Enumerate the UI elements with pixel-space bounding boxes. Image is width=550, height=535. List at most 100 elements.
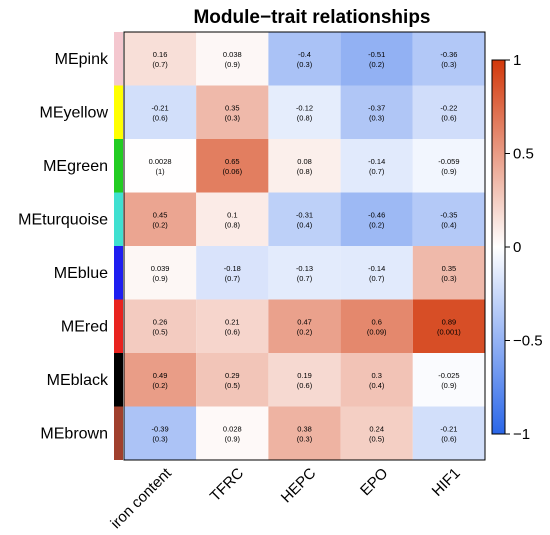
- cell-correlation-label: 0.038: [223, 50, 242, 59]
- heatmap-cell: [196, 32, 269, 86]
- cell-pvalue-label: (0.3): [297, 60, 313, 69]
- module-color-strip: [114, 246, 123, 300]
- heatmap-cell: [412, 299, 485, 353]
- colorbar-tick-label: −1: [513, 426, 530, 443]
- heatmap-cell: [268, 85, 341, 139]
- cell-correlation-label: -0.12: [296, 103, 313, 112]
- cell-pvalue-label: (0.6): [441, 434, 457, 443]
- cell-pvalue-label: (0.09): [367, 327, 387, 336]
- heatmap-cell: [268, 32, 341, 86]
- heatmap-cell: [412, 246, 485, 300]
- heatmap-cell: [268, 353, 341, 407]
- cell-pvalue-label: (0.8): [225, 220, 241, 229]
- cell-pvalue-label: (0.2): [369, 60, 385, 69]
- module-color-strip: [114, 85, 123, 139]
- heatmap-cell: [196, 406, 269, 460]
- module-color-strip: [114, 192, 123, 246]
- module-color-strips: [114, 32, 123, 460]
- heatmap-cell: [196, 299, 269, 353]
- heatmap-cell: [124, 299, 197, 353]
- heatmap-cell: [268, 246, 341, 300]
- cell-correlation-label: -0.46: [368, 210, 385, 219]
- cell-correlation-label: -0.21: [440, 424, 457, 433]
- module-color-strip: [114, 406, 123, 460]
- cell-correlation-label: -0.39: [152, 424, 169, 433]
- heatmap-cell: [268, 299, 341, 353]
- cell-pvalue-label: (0.7): [369, 274, 385, 283]
- cell-correlation-label: 0.26: [153, 317, 168, 326]
- cell-correlation-label: 0.29: [225, 371, 240, 380]
- cell-pvalue-label: (0.9): [152, 274, 168, 283]
- row-label: MEturquoise: [18, 211, 108, 228]
- heatmap-cell: [124, 406, 197, 460]
- heatmap-cell: [340, 406, 413, 460]
- heatmap-cell: [412, 85, 485, 139]
- cell-correlation-label: -0.4: [298, 50, 311, 59]
- cell-correlation-label: 0.65: [225, 157, 240, 166]
- cell-pvalue-label: (0.3): [369, 113, 385, 122]
- cell-pvalue-label: (0.9): [441, 381, 457, 390]
- cell-correlation-label: -0.36: [440, 50, 457, 59]
- heatmap-cell: [196, 353, 269, 407]
- heatmap-cell: [340, 139, 413, 193]
- cell-correlation-label: -0.51: [368, 50, 385, 59]
- cell-pvalue-label: (0.4): [369, 381, 385, 390]
- cell-pvalue-label: (0.7): [297, 274, 313, 283]
- heatmap-cell: [268, 192, 341, 246]
- column-label: HEPC: [278, 465, 320, 507]
- heatmap-cell: [124, 246, 197, 300]
- heatmap-cell: [340, 353, 413, 407]
- cell-correlation-label: -0.14: [368, 157, 385, 166]
- cell-pvalue-label: (0.6): [297, 381, 313, 390]
- cell-correlation-label: 0.35: [225, 103, 240, 112]
- heatmap-cell: [340, 192, 413, 246]
- colorbar-tick-label: 1: [513, 52, 521, 69]
- cell-pvalue-label: (0.9): [225, 60, 241, 69]
- heatmap-cell: [412, 32, 485, 86]
- cell-pvalue-label: (0.7): [225, 274, 241, 283]
- cell-pvalue-label: (0.4): [441, 220, 457, 229]
- module-color-strip: [114, 139, 123, 193]
- cell-correlation-label: 0.24: [369, 424, 384, 433]
- cell-correlation-label: 0.35: [442, 264, 457, 273]
- cell-pvalue-label: (0.001): [437, 327, 461, 336]
- cell-correlation-label: 0.16: [153, 50, 168, 59]
- cell-pvalue-label: (0.2): [297, 327, 313, 336]
- cell-correlation-label: 0.38: [297, 424, 312, 433]
- row-label: MEblack: [47, 372, 109, 389]
- heatmap-border: [123, 31, 486, 461]
- column-label: HIF1: [429, 465, 464, 500]
- colorbar-tick-label: −0.5: [513, 333, 543, 350]
- cell-pvalue-label: (0.8): [297, 167, 313, 176]
- cell-pvalue-label: (0.7): [369, 167, 385, 176]
- colorbar-ticks: 1 0.5 0 −0.5 −1: [505, 52, 543, 443]
- module-color-strip: [114, 299, 123, 353]
- cell-correlation-label: 0.0028: [149, 157, 172, 166]
- cell-correlation-label: -0.35: [440, 210, 457, 219]
- cell-pvalue-label: (0.9): [441, 167, 457, 176]
- cell-correlation-label: 0.45: [153, 210, 168, 219]
- cell-pvalue-label: (0.5): [152, 327, 168, 336]
- cell-correlation-label: 0.1: [227, 210, 237, 219]
- cell-correlation-label: 0.039: [151, 264, 170, 273]
- heatmap-cell: [412, 406, 485, 460]
- cell-correlation-label: 0.028: [223, 424, 242, 433]
- cell-pvalue-label: (0.2): [369, 220, 385, 229]
- cell-correlation-label: -0.22: [440, 103, 457, 112]
- heatmap-cell: [340, 32, 413, 86]
- cell-correlation-label: 0.89: [442, 317, 457, 326]
- cell-pvalue-label: (0.5): [225, 381, 241, 390]
- cell-correlation-label: 0.08: [297, 157, 312, 166]
- heatmap-cell: [340, 299, 413, 353]
- cell-correlation-label: 0.3: [371, 371, 381, 380]
- cell-correlation-label: -0.14: [368, 264, 385, 273]
- cell-pvalue-label: (0.3): [225, 113, 241, 122]
- colorbar-tick-label: 0: [513, 239, 521, 256]
- cell-pvalue-label: (0.06): [223, 167, 243, 176]
- heatmap-cell: [268, 139, 341, 193]
- column-label: TFRC: [207, 465, 247, 505]
- heatmap-cell: [340, 246, 413, 300]
- cell-pvalue-label: (0.3): [152, 434, 168, 443]
- cell-pvalue-label: (0.2): [152, 381, 168, 390]
- cell-pvalue-label: (0.5): [369, 434, 385, 443]
